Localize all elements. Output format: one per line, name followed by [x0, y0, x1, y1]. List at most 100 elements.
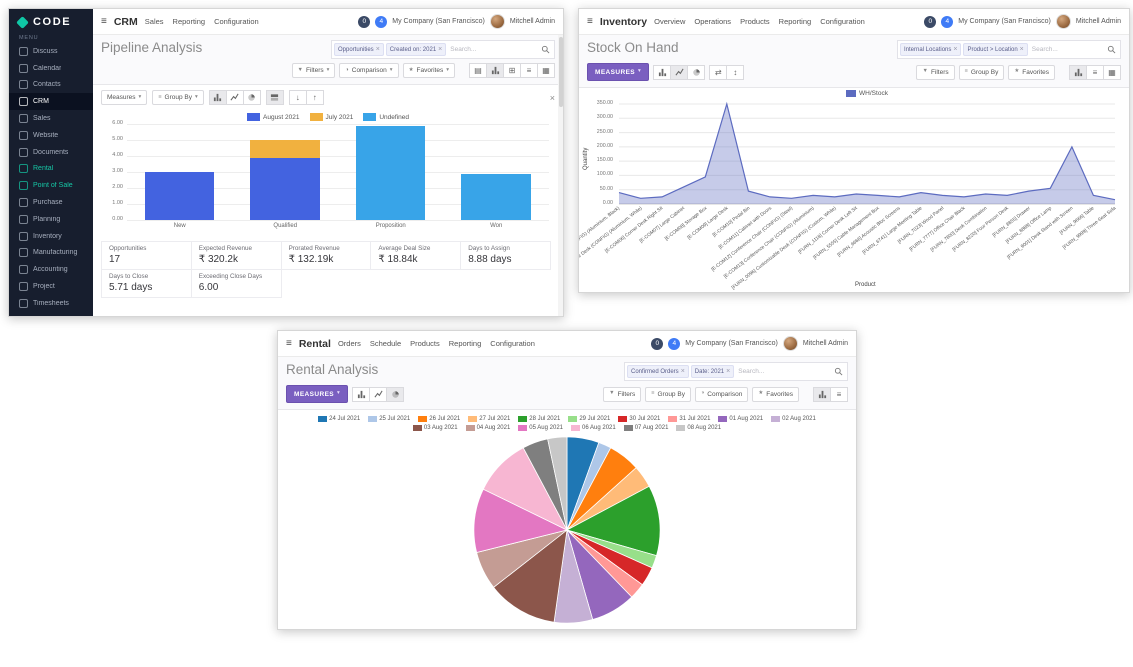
facet-remove-icon[interactable]: ×: [375, 46, 380, 53]
rental-menu-schedule[interactable]: Schedule: [369, 339, 402, 348]
legend-item-august-2021[interactable]: August 2021: [247, 113, 300, 121]
legend-item-30-jul-2021[interactable]: 30 Jul 2021: [618, 416, 660, 422]
search-input[interactable]: [448, 45, 539, 54]
sidebar-item-documents[interactable]: Documents: [9, 144, 93, 161]
legend-item-25-jul-2021[interactable]: 25 Jul 2021: [368, 416, 410, 422]
activities-badge[interactable]: 4: [375, 15, 388, 28]
group-by-button[interactable]: ≡ Group By: [645, 386, 691, 402]
activities-badge[interactable]: 4: [668, 337, 681, 350]
search-input[interactable]: [1029, 45, 1105, 54]
sidebar-item-rental[interactable]: Rental: [9, 161, 93, 178]
bar-qualified-august-2021[interactable]: [250, 157, 320, 220]
scrollbar-thumb[interactable]: [558, 37, 563, 107]
search-bar[interactable]: Internal Locations × Product > Location …: [897, 40, 1121, 59]
kpi-days-to-close[interactable]: Days to Close 5.71 days: [101, 269, 192, 298]
bar-new-august-2021[interactable]: [144, 172, 215, 220]
company-switcher[interactable]: My Company (San Francisco): [958, 18, 1051, 25]
group-by-button[interactable]: ≡ Group By ▾: [152, 90, 204, 105]
filters-button[interactable]: ▼ Filters: [916, 64, 955, 80]
crm-menu-configuration[interactable]: Configuration: [214, 17, 259, 26]
rental-menu-orders[interactable]: Orders: [337, 339, 361, 348]
legend-item-undefined[interactable]: Undefined: [363, 113, 409, 121]
legend-item-05-aug-2021[interactable]: 05 Aug 2021: [518, 425, 563, 431]
sidebar-item-contacts[interactable]: Contacts: [9, 77, 93, 94]
favorites-button[interactable]: ★ Favorites: [752, 386, 799, 402]
bar-won-undefined[interactable]: [461, 173, 531, 220]
crm-app-name[interactable]: CRM: [113, 15, 138, 28]
stacked-icon[interactable]: [265, 90, 284, 105]
crm-menu-sales[interactable]: Sales: [144, 17, 164, 26]
legend-item-24-jul-2021[interactable]: 24 Jul 2021: [318, 416, 360, 422]
group-by-button[interactable]: ≡ Group By: [958, 64, 1005, 80]
legend-item-03-aug-2021[interactable]: 03 Aug 2021: [412, 425, 458, 431]
legend-item-wh-stock[interactable]: WH/Stock: [846, 90, 888, 97]
legend-item-28-jul-2021[interactable]: 28 Jul 2021: [518, 416, 560, 422]
bar-chart-icon[interactable]: [352, 386, 371, 402]
crm-scrollbar[interactable]: [558, 35, 563, 316]
inventory-menu-configuration[interactable]: Configuration: [820, 17, 865, 26]
kpi-expected-revenue[interactable]: Expected Revenue ₹ 320.2k: [190, 241, 282, 270]
bar-chart-icon[interactable]: [653, 64, 672, 80]
sidebar-item-crm[interactable]: CRM: [9, 93, 93, 111]
sort-asc-icon[interactable]: ↑: [305, 90, 324, 105]
search-facet-created-on[interactable]: Created on: 2021 ×: [385, 43, 447, 56]
facet-remove-icon[interactable]: ×: [438, 46, 443, 53]
kpi-prorated-revenue[interactable]: Prorated Revenue ₹ 132.19k: [280, 241, 372, 270]
apps-menu-icon[interactable]: ≡: [101, 16, 107, 27]
messages-badge[interactable]: 0: [358, 15, 371, 28]
expand-icon[interactable]: ↕: [726, 64, 745, 80]
favorites-button[interactable]: ★ Favorites: [1008, 64, 1055, 80]
sidebar-item-accounting[interactable]: Accounting: [9, 261, 93, 278]
close-icon[interactable]: ×: [549, 92, 555, 103]
kpi-opportunities[interactable]: Opportunities 17: [101, 241, 192, 270]
line-chart-icon[interactable]: [225, 90, 244, 105]
inventory-menu-reporting[interactable]: Reporting: [778, 17, 812, 26]
filters-button[interactable]: ▼ Filters: [603, 386, 642, 402]
rental-app-name[interactable]: Rental: [298, 337, 331, 350]
sidebar-item-purchase[interactable]: Purchase: [9, 194, 93, 211]
pie-chart-icon[interactable]: [687, 64, 706, 80]
facet-remove-icon[interactable]: ×: [726, 368, 731, 375]
list-view-icon[interactable]: ≡: [830, 386, 848, 402]
bar-chart-icon[interactable]: [208, 90, 227, 105]
legend-item-02-aug-2021[interactable]: 02 Aug 2021: [771, 416, 816, 422]
search-bar[interactable]: Opportunities × Created on: 2021 ×: [331, 40, 555, 59]
search-icon[interactable]: [1107, 45, 1116, 54]
pie-slice-05-aug-2021[interactable]: [473, 488, 569, 553]
facet-remove-icon[interactable]: ×: [1019, 46, 1024, 53]
legend-item-31-jul-2021[interactable]: 31 Jul 2021: [668, 416, 710, 422]
sidebar-item-project[interactable]: Project: [9, 278, 93, 295]
bar-proposition-undefined[interactable]: [355, 125, 426, 220]
measures-button[interactable]: MEASURES ▾: [286, 385, 349, 403]
legend-item-27-jul-2021[interactable]: 27 Jul 2021: [468, 416, 510, 422]
legend-item-08-aug-2021[interactable]: 08 Aug 2021: [676, 425, 721, 431]
legend-item-07-aug-2021[interactable]: 07 Aug 2021: [623, 425, 668, 431]
rental-menu-reporting[interactable]: Reporting: [448, 339, 482, 348]
kpi-average-deal-size[interactable]: Average Deal Size ₹ 18.84k: [370, 241, 462, 270]
list-view-icon[interactable]: ≡: [1086, 64, 1104, 80]
user-menu[interactable]: Mitchell Admin: [802, 340, 848, 347]
pie-chart-icon[interactable]: [386, 386, 405, 402]
legend-item-01-aug-2021[interactable]: 01 Aug 2021: [718, 416, 763, 422]
sidebar-item-planning[interactable]: Planning: [9, 211, 93, 228]
search-facet-opportunities[interactable]: Opportunities ×: [334, 43, 384, 56]
facet-remove-icon[interactable]: ×: [680, 368, 685, 375]
user-menu[interactable]: Mitchell Admin: [509, 18, 555, 25]
legend-item-06-aug-2021[interactable]: 06 Aug 2021: [571, 425, 616, 431]
graph-view-icon[interactable]: [813, 386, 831, 402]
legend-item-july-2021[interactable]: July 2021: [309, 113, 353, 121]
flip-axis-icon[interactable]: ⇄: [709, 64, 728, 80]
avatar[interactable]: [1055, 14, 1071, 29]
apps-menu-icon[interactable]: ≡: [286, 338, 292, 349]
inventory-menu-operations[interactable]: Operations: [694, 17, 732, 26]
legend-item-04-aug-2021[interactable]: 04 Aug 2021: [465, 425, 510, 431]
legend-item-26-jul-2021[interactable]: 26 Jul 2021: [418, 416, 460, 422]
line-chart-icon[interactable]: [369, 386, 388, 402]
facet-remove-icon[interactable]: ×: [953, 46, 958, 53]
sidebar-item-discuss[interactable]: Discuss: [9, 43, 93, 60]
company-switcher[interactable]: My Company (San Francisco): [685, 340, 778, 347]
list-view-icon[interactable]: ≡: [520, 63, 538, 78]
pivot-view-icon[interactable]: ⊞: [503, 63, 521, 78]
sidebar-item-sales[interactable]: Sales: [9, 110, 93, 127]
sidebar-item-inventory[interactable]: Inventory: [9, 228, 93, 245]
